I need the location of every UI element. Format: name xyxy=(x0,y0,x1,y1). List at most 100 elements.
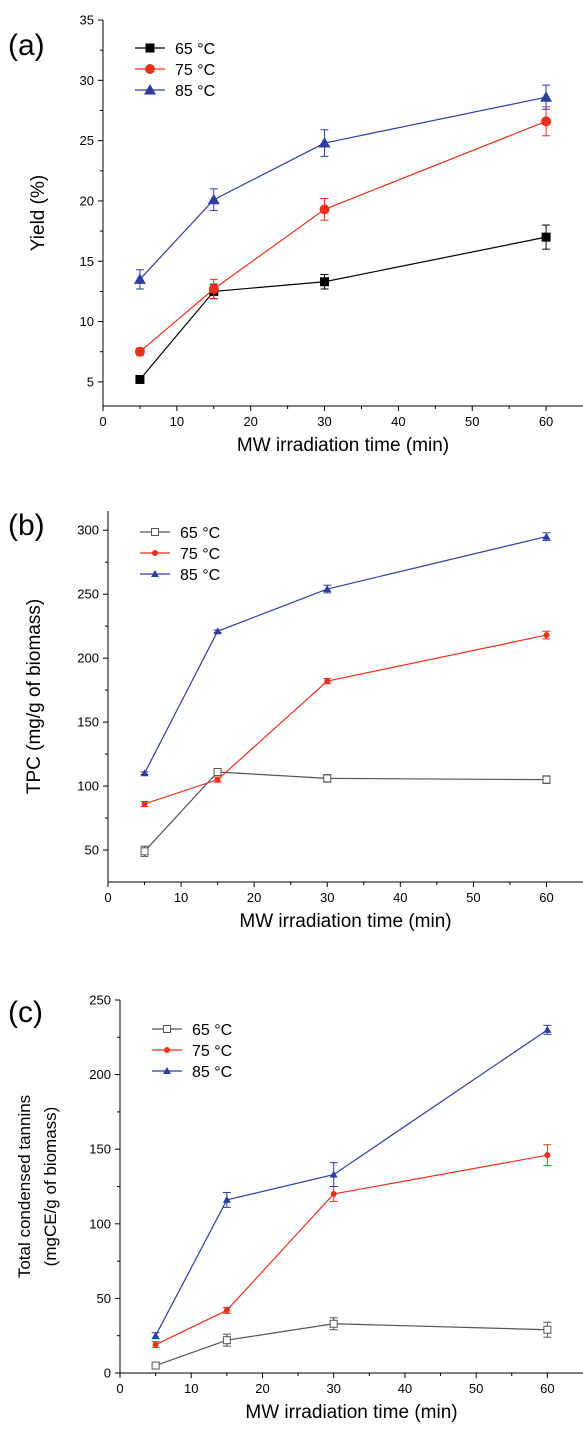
x-tick-label: 30 xyxy=(317,414,331,429)
data-point xyxy=(542,532,551,540)
y-tick-label: 5 xyxy=(87,374,94,389)
x-tick-label: 10 xyxy=(170,414,184,429)
data-point xyxy=(213,627,222,635)
y-axis-title: TPC (mg/g of biomass) xyxy=(24,599,45,794)
data-point xyxy=(140,847,149,856)
data-point xyxy=(541,232,551,242)
data-point xyxy=(207,193,220,205)
data-point xyxy=(543,1325,552,1334)
y-tick-label: 15 xyxy=(80,254,94,269)
x-tick-label: 50 xyxy=(469,1381,483,1396)
legend-label: 75 °C xyxy=(180,546,220,563)
x-tick-label: 30 xyxy=(326,1381,340,1396)
series-3 xyxy=(151,1024,552,1340)
x-tick-label: 0 xyxy=(104,890,111,905)
x-tick-label: 60 xyxy=(540,1381,554,1396)
x-tick-label: 60 xyxy=(539,890,553,905)
data-point xyxy=(542,775,551,784)
data-point xyxy=(140,769,149,777)
x-axis-title: MW irradiation time (min) xyxy=(245,1402,457,1423)
series-line xyxy=(155,1029,548,1336)
y-tick-label: 150 xyxy=(77,715,99,730)
x-tick-label: 20 xyxy=(247,890,261,905)
series-line xyxy=(155,1154,548,1346)
x-tick-label: 20 xyxy=(243,414,257,429)
y-tick-label: 250 xyxy=(77,587,99,602)
series-line xyxy=(139,120,547,353)
series-3 xyxy=(140,532,551,777)
series-1 xyxy=(135,224,551,384)
data-point xyxy=(141,800,148,807)
y-tick-label: 30 xyxy=(80,73,94,88)
x-tick-label: 30 xyxy=(320,890,334,905)
data-point xyxy=(329,1170,338,1178)
y-axis-title-line1: Total condensed tannins xyxy=(15,1095,34,1278)
series-2 xyxy=(140,630,551,808)
data-point xyxy=(319,204,330,215)
chart-panel-2: 0 10 20 30 40 50 60 50 100 150 200 250 300 MW irradia… xyxy=(8,509,583,932)
legend-marker xyxy=(145,43,155,53)
x-tick-label: 10 xyxy=(184,1381,198,1396)
y-axis-title: Yield (%) xyxy=(28,175,49,251)
x-tick-label: 50 xyxy=(466,890,480,905)
y-tick-label: 200 xyxy=(77,651,99,666)
series-1 xyxy=(140,767,551,857)
x-tick-label: 10 xyxy=(174,890,188,905)
x-axis-title: MW irradiation time (min) xyxy=(237,435,449,456)
panel-label: (b) xyxy=(8,509,45,542)
series-line xyxy=(155,1323,548,1367)
data-point xyxy=(134,346,145,357)
y-tick-label: 35 xyxy=(80,13,94,28)
data-point xyxy=(133,273,146,284)
y-tick-label: 20 xyxy=(80,193,94,208)
y-tick-label: 300 xyxy=(77,523,99,538)
x-tick-label: 0 xyxy=(116,1381,123,1396)
legend-marker xyxy=(151,570,159,577)
legend-label: 75 °C xyxy=(175,62,215,79)
legend-label: 85 °C xyxy=(175,83,215,100)
y-tick-label: 150 xyxy=(89,1142,111,1157)
data-point xyxy=(323,585,332,593)
legend-marker xyxy=(151,528,159,536)
legend-marker xyxy=(163,1025,171,1033)
data-point xyxy=(543,632,550,639)
y-tick-label: 25 xyxy=(80,133,94,148)
data-point xyxy=(151,1361,160,1370)
legend-label: 75 °C xyxy=(192,1043,232,1060)
data-point xyxy=(540,91,553,102)
y-tick-label: 0 xyxy=(104,1366,111,1381)
legend-label: 85 °C xyxy=(192,1064,232,1081)
y-tick-label: 100 xyxy=(77,779,99,794)
x-tick-label: 40 xyxy=(393,890,407,905)
y-tick-label: 100 xyxy=(89,1216,111,1231)
series-2 xyxy=(134,106,552,357)
data-point xyxy=(222,1336,231,1345)
legend-marker xyxy=(164,1047,170,1053)
data-point xyxy=(214,776,221,783)
data-point xyxy=(223,1307,230,1314)
series-line xyxy=(144,536,547,774)
legend-label: 65 °C xyxy=(180,525,220,542)
legend-label: 65 °C xyxy=(192,1022,232,1039)
x-tick-label: 20 xyxy=(255,1381,269,1396)
data-point xyxy=(544,1152,551,1159)
x-tick-label: 40 xyxy=(391,414,405,429)
series-line xyxy=(139,96,547,280)
series-3 xyxy=(133,84,553,290)
series-2 xyxy=(151,1144,552,1349)
series-line xyxy=(139,236,547,380)
data-point xyxy=(213,767,222,776)
y-tick-label: 50 xyxy=(85,843,99,858)
x-tick-label: 40 xyxy=(398,1381,412,1396)
legend-marker xyxy=(145,64,155,74)
legend-marker xyxy=(144,84,156,95)
series-1 xyxy=(151,1317,552,1370)
legend-marker xyxy=(163,1067,171,1074)
legend-label: 85 °C xyxy=(180,567,220,584)
data-point xyxy=(208,283,219,294)
data-point xyxy=(320,277,330,287)
data-point xyxy=(323,774,332,783)
series-line xyxy=(144,634,547,805)
data-point xyxy=(330,1190,337,1197)
data-point xyxy=(541,116,552,127)
